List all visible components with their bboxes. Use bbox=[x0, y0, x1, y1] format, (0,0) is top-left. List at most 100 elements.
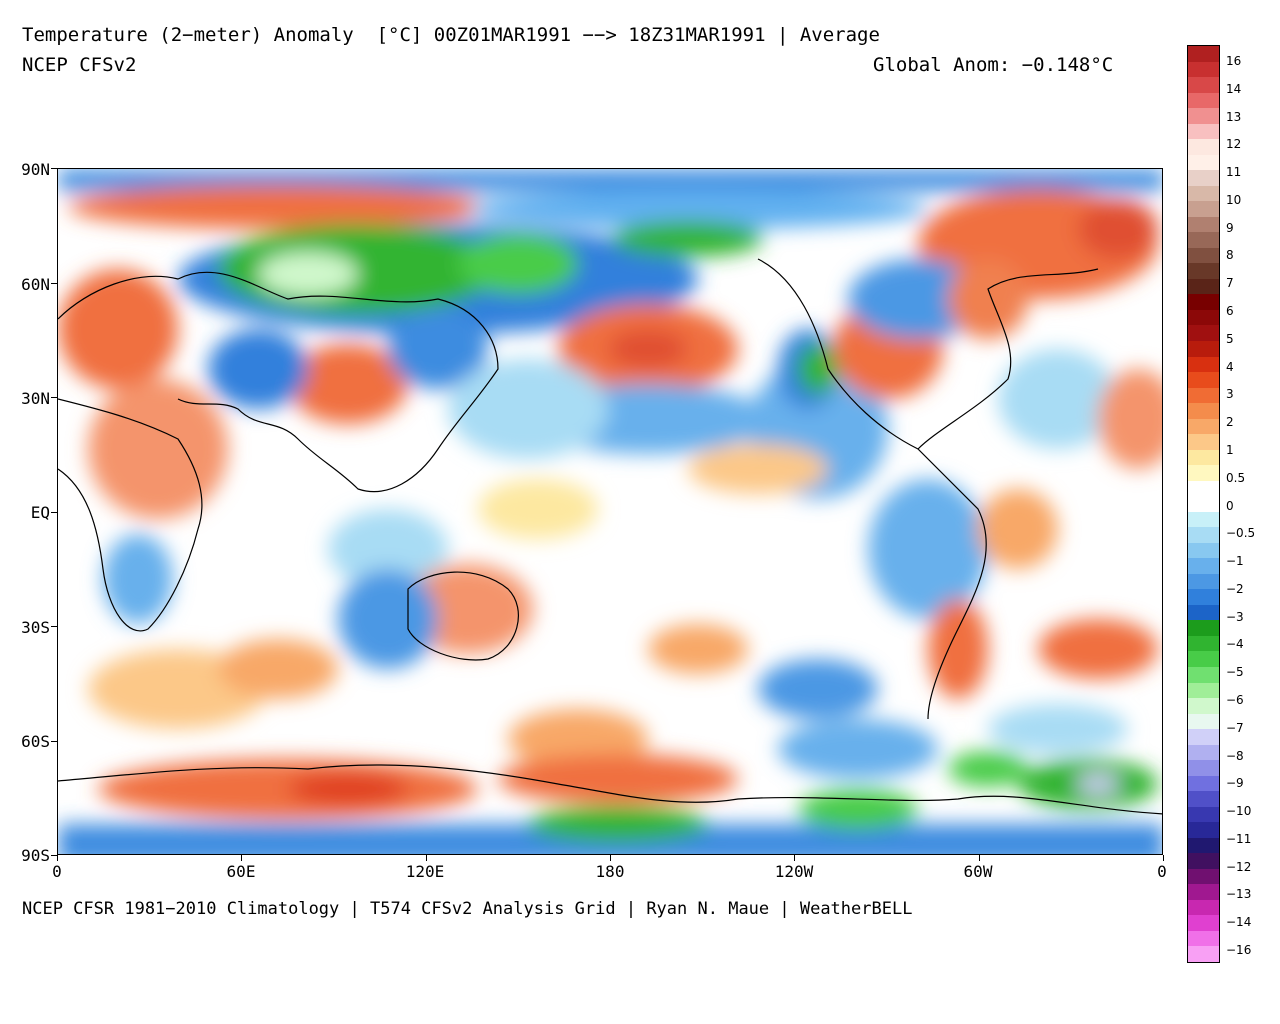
lat-label-60n: 60N bbox=[21, 275, 50, 294]
lat-label-60s: 60S bbox=[21, 732, 50, 751]
colorbar-label: 13 bbox=[1226, 109, 1242, 124]
lon-label-120e: 120E bbox=[405, 862, 445, 881]
colorbar-swatch bbox=[1188, 791, 1219, 808]
lon-tick bbox=[426, 855, 427, 861]
lat-label-eq: EQ bbox=[30, 503, 50, 522]
colorbar-label: 0.5 bbox=[1226, 470, 1246, 485]
colorbar-label: −7 bbox=[1226, 720, 1244, 735]
colorbar-swatch bbox=[1188, 930, 1219, 947]
colorbar-swatch bbox=[1188, 496, 1219, 513]
lat-tick bbox=[51, 283, 57, 284]
colorbar-swatch bbox=[1188, 729, 1219, 746]
colorbar-swatch bbox=[1188, 418, 1219, 435]
colorbar-swatch bbox=[1188, 61, 1219, 78]
lat-tick bbox=[51, 855, 57, 856]
colorbar-label: −4 bbox=[1226, 637, 1244, 652]
colorbar-swatch bbox=[1188, 573, 1219, 590]
colorbar-label: −8 bbox=[1226, 748, 1244, 763]
colorbar-label: −13 bbox=[1226, 887, 1252, 902]
colorbar-label: 9 bbox=[1226, 220, 1234, 235]
colorbar-swatch bbox=[1188, 403, 1219, 420]
colorbar-swatch bbox=[1188, 387, 1219, 404]
lat-tick bbox=[51, 741, 57, 742]
colorbar-swatch bbox=[1188, 511, 1219, 528]
colorbar-swatch bbox=[1188, 542, 1219, 559]
lat-tick bbox=[51, 512, 57, 513]
colorbar-swatch bbox=[1188, 123, 1219, 140]
colorbar-label: −6 bbox=[1226, 692, 1244, 707]
lat-label-90n: 90N bbox=[21, 160, 50, 179]
colorbar-swatch bbox=[1188, 853, 1219, 870]
colorbar-swatch bbox=[1188, 108, 1219, 125]
lat-label-30s: 30S bbox=[21, 618, 50, 637]
lat-label-30n: 30N bbox=[21, 389, 50, 408]
colorbar-swatch bbox=[1188, 915, 1219, 932]
colorbar-label: −10 bbox=[1226, 804, 1252, 819]
model-subtitle: NCEP CFSv2 bbox=[22, 54, 137, 76]
lon-label-120w: 120W bbox=[774, 862, 814, 881]
colorbar-label: −16 bbox=[1226, 943, 1252, 957]
colorbar-swatch bbox=[1188, 682, 1219, 699]
colorbar-swatch bbox=[1188, 263, 1219, 280]
coastlines bbox=[58, 258, 1162, 815]
colorbar-label: 0 bbox=[1226, 498, 1234, 513]
colorbar-swatch bbox=[1188, 651, 1219, 668]
colorbar-swatch bbox=[1188, 698, 1219, 715]
colorbar-swatch bbox=[1188, 589, 1219, 606]
colorbar-swatch bbox=[1188, 946, 1219, 963]
colorbar-label: −14 bbox=[1226, 915, 1252, 930]
colorbar-swatch bbox=[1188, 170, 1219, 187]
colorbar-label: −0.5 bbox=[1226, 526, 1256, 541]
lat-tick bbox=[51, 626, 57, 627]
colorbar-swatch bbox=[1188, 558, 1219, 575]
colorbar-swatch bbox=[1188, 604, 1219, 621]
colorbar-label: 10 bbox=[1226, 192, 1242, 207]
colorbar-swatch bbox=[1188, 837, 1219, 854]
lon-tick bbox=[794, 855, 795, 861]
colorbar-swatch bbox=[1188, 46, 1219, 63]
lon-tick bbox=[979, 855, 980, 861]
colorbar-swatch bbox=[1188, 635, 1219, 652]
colorbar-swatch bbox=[1188, 92, 1219, 109]
colorbar-swatch bbox=[1188, 465, 1219, 482]
colorbar-swatch bbox=[1188, 775, 1219, 792]
colorbar-swatch bbox=[1188, 154, 1219, 171]
colorbar-label: 5 bbox=[1226, 331, 1234, 346]
colorbar-swatch bbox=[1188, 185, 1219, 202]
colorbar-label: 7 bbox=[1226, 276, 1234, 291]
colorbar-swatch bbox=[1188, 480, 1219, 497]
colorbar-swatch bbox=[1188, 325, 1219, 342]
colorbar-swatch bbox=[1188, 884, 1219, 901]
colorbar-swatch bbox=[1188, 434, 1219, 451]
colorbar-label: 12 bbox=[1226, 137, 1242, 152]
colorbar-swatch bbox=[1188, 247, 1219, 264]
global-anomaly-value: Global Anom: −0.148°C bbox=[873, 54, 1114, 76]
lon-label-180: 180 bbox=[595, 862, 625, 881]
map-title: Temperature (2−meter) Anomaly [°C] 00Z01… bbox=[22, 24, 880, 46]
colorbar-label: 4 bbox=[1226, 359, 1234, 374]
colorbar-swatch bbox=[1188, 806, 1219, 823]
colorbar-swatch bbox=[1188, 620, 1219, 637]
lon-label-60w: 60W bbox=[963, 862, 993, 881]
colorbar-swatch bbox=[1188, 868, 1219, 885]
lon-tick bbox=[241, 855, 242, 861]
colorbar-swatch bbox=[1188, 760, 1219, 777]
lat-tick bbox=[51, 168, 57, 169]
colorbar-swatch bbox=[1188, 340, 1219, 357]
colorbar-swatch bbox=[1188, 449, 1219, 466]
colorbar-swatch bbox=[1188, 356, 1219, 373]
lat-tick bbox=[51, 397, 57, 398]
colorbar bbox=[1187, 45, 1220, 963]
colorbar-label: 6 bbox=[1226, 304, 1234, 319]
lon-tick bbox=[610, 855, 611, 861]
colorbar-swatch bbox=[1188, 232, 1219, 249]
lon-label-0: 0 bbox=[52, 862, 62, 881]
colorbar-label: −1 bbox=[1226, 554, 1244, 569]
colorbar-swatch bbox=[1188, 294, 1219, 311]
lon-tick bbox=[1163, 855, 1164, 861]
colorbar-swatch bbox=[1188, 139, 1219, 156]
colorbar-label: −12 bbox=[1226, 859, 1252, 874]
colorbar-swatch bbox=[1188, 216, 1219, 233]
colorbar-label: −9 bbox=[1226, 776, 1244, 791]
colorbar-label: 1 bbox=[1226, 442, 1234, 457]
